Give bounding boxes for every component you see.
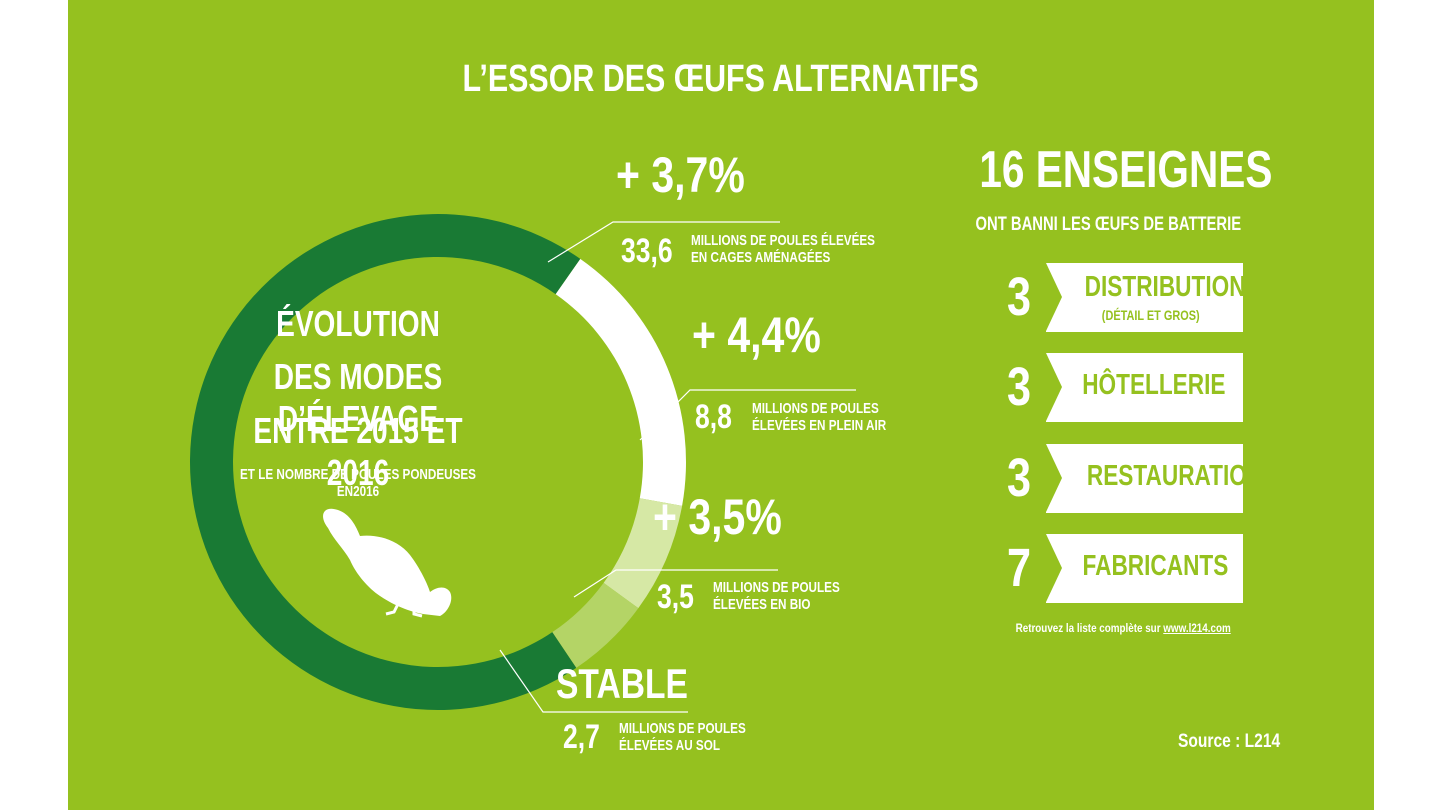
sol-description: MILLIONS DE POULES ÉLEVÉES AU SOL	[619, 720, 746, 754]
brands-footer: Retrouvez la liste complète sur www.l214…	[1015, 621, 1231, 635]
category-count: 3	[992, 444, 1046, 513]
leader-line-bio	[573, 569, 778, 598]
donut-slice-plein-air	[555, 258, 686, 506]
category-restauration: 3 RESTAURATION	[992, 444, 1243, 513]
category-sublabel: (DÉTAIL ET GROS)	[1101, 307, 1200, 323]
donut-slice-cages	[190, 213, 581, 710]
center-subtitle: ET LE NOMBRE DE POULES PONDEUSES EN2016	[240, 466, 476, 500]
leader-line-plein-air	[639, 389, 856, 441]
cages-description: MILLIONS DE POULES ÉLEVÉES EN CAGES AMÉNA…	[691, 232, 875, 266]
sol-value-label: 2,7	[563, 718, 600, 756]
infographic-panel: L’ESSOR DES ŒUFS ALTERNATIFS ÉVOLUTION D…	[68, 0, 1374, 810]
center-title-line3: ENTRE 2015 ET 2016	[253, 410, 463, 493]
category-count: 3	[992, 263, 1046, 332]
cages-change-label: + 3,7%	[616, 147, 745, 203]
category-fabricants: 7 FABRICANTS	[992, 534, 1243, 603]
arrow-icon	[1046, 444, 1062, 512]
center-title-line2: DES MODES D’ÉLEVAGE	[273, 356, 443, 439]
plein-air-description: MILLIONS DE POULES ÉLEVÉES EN PLEIN AIR	[752, 400, 887, 434]
sol-change-label: STABLE	[556, 660, 688, 707]
brands-headline: 16 ENSEIGNES	[979, 141, 1273, 199]
center-title-line1: ÉVOLUTION	[276, 303, 440, 344]
cages-value-label: 33,6	[621, 232, 673, 270]
category-label: HÔTELLERIE	[1082, 369, 1226, 401]
category-label: DISTRIBUTION	[1084, 271, 1243, 303]
l214-link[interactable]: www.l214.com	[1163, 621, 1231, 635]
plein-air-value-label: 8,8	[695, 398, 732, 436]
plein-air-change-label: + 4,4%	[692, 307, 821, 363]
category-label: RESTAURATION	[1086, 460, 1243, 492]
category-count: 7	[992, 534, 1046, 603]
bio-value-label: 3,5	[657, 578, 694, 616]
brands-subline: ONT BANNI LES ŒUFS DE BATTERIE	[975, 214, 1242, 235]
category-distribution: 3 DISTRIBUTION (DÉTAIL ET GROS)	[992, 263, 1243, 332]
arrow-icon	[1046, 534, 1062, 602]
hen-icon	[323, 508, 452, 618]
donut-chart	[190, 213, 856, 713]
donut-slice-sol	[552, 582, 639, 668]
arrow-icon	[1046, 353, 1062, 421]
leader-line-sol	[499, 649, 688, 713]
donut-slice-bio	[603, 498, 683, 609]
arrow-icon	[1046, 263, 1062, 331]
category-label: FABRICANTS	[1082, 550, 1229, 582]
category-hotellerie: 3 HÔTELLERIE	[992, 353, 1243, 422]
bio-change-label: + 3,5%	[653, 489, 782, 545]
leader-line-cages	[547, 221, 780, 263]
source-label: Source : L214	[1178, 731, 1281, 752]
category-count: 3	[992, 353, 1046, 422]
bio-description: MILLIONS DE POULES ÉLEVÉES EN BIO	[713, 579, 840, 613]
infographic-title: L’ESSOR DES ŒUFS ALTERNATIFS	[462, 58, 980, 100]
